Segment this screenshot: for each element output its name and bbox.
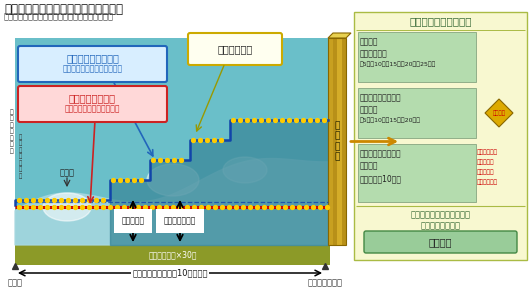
Text: 基
本
保
険
金
額
等: 基 本 保 険 金 額 等	[9, 109, 13, 154]
Bar	[337, 38, 341, 245]
Text: 保証期間: 保証期間	[360, 105, 378, 114]
Text: 運用（据置）期間〈10年以上〉: 運用（据置）期間〈10年以上〉	[132, 269, 208, 278]
Text: 年金として受取れます: 年金として受取れます	[409, 16, 472, 26]
Bar	[328, 38, 332, 245]
Bar	[341, 38, 346, 245]
Text: 一方が生存: 一方が生存	[477, 159, 494, 165]
Text: 最低死亡保証ステップアップ特約を付加した場合: 最低死亡保証ステップアップ特約を付加した場合	[4, 12, 114, 21]
Text: （5年・10年・15年・20年・25年）: （5年・10年・15年・20年・25年）	[360, 61, 436, 67]
Ellipse shape	[147, 164, 199, 196]
FancyBboxPatch shape	[188, 33, 282, 65]
Text: 二
時
払
保
険
料
等: 二 時 払 保 険 料 等	[19, 134, 22, 179]
Text: 年金支払開始日: 年金支払開始日	[307, 278, 342, 287]
Text: 年
金
原
資: 年 金 原 資	[334, 122, 340, 162]
Polygon shape	[110, 120, 328, 245]
Text: 「虹の向こう」仕組図（イメージ図）: 「虹の向こう」仕組図（イメージ図）	[4, 3, 123, 16]
Text: 一括受取: 一括受取	[429, 237, 452, 247]
Bar	[15, 245, 330, 265]
FancyBboxPatch shape	[18, 46, 167, 82]
Text: ステップアップ金額: ステップアップ金額	[66, 53, 119, 63]
Bar	[354, 12, 527, 260]
Text: 保証期間付夫婦連生: 保証期間付夫婦連生	[360, 149, 402, 158]
Text: （最低死亡保証給付金額）: （最低死亡保証給付金額）	[65, 104, 120, 113]
Bar	[328, 38, 346, 245]
Text: （最大契約応当日積立金額）: （最大契約応当日積立金額）	[63, 64, 122, 73]
Text: 夫婦いずれか: 夫婦いずれか	[477, 149, 498, 155]
Bar	[332, 38, 337, 245]
Text: されている: されている	[477, 169, 494, 175]
Text: 死亡給付金: 死亡給付金	[121, 217, 145, 226]
Bar	[358, 32, 476, 82]
Text: 保証期間付終身年金: 保証期間付終身年金	[360, 93, 402, 102]
Ellipse shape	[223, 157, 267, 183]
Text: 基本保険金額×30％: 基本保険金額×30％	[148, 251, 197, 260]
Text: 限り終身受取: 限り終身受取	[477, 179, 498, 185]
Ellipse shape	[43, 193, 91, 221]
Bar	[358, 88, 476, 138]
Text: 一括で受取れます: 一括で受取れます	[420, 222, 461, 231]
Text: 死亡給付金額: 死亡給付金額	[217, 44, 253, 54]
Polygon shape	[15, 159, 330, 245]
Text: 保証期間（10年）: 保証期間（10年）	[360, 174, 402, 183]
Text: 終身年金: 終身年金	[360, 161, 378, 170]
FancyBboxPatch shape	[364, 231, 517, 253]
Text: 年金支払期間: 年金支払期間	[360, 49, 388, 58]
Text: 契約日: 契約日	[7, 278, 22, 287]
Text: 災害死亡給付金: 災害死亡給付金	[164, 217, 196, 226]
Text: （5年・10年・15年・20年）: （5年・10年・15年・20年）	[360, 117, 421, 123]
Bar	[15, 38, 330, 245]
Text: 積立金: 積立金	[59, 168, 75, 177]
Text: 確定年金: 確定年金	[360, 37, 378, 46]
FancyBboxPatch shape	[18, 86, 167, 122]
Text: ベースアップ金額: ベースアップ金額	[69, 93, 116, 103]
Text: 年金での受取りに代えて、: 年金での受取りに代えて、	[411, 211, 471, 220]
Polygon shape	[328, 33, 351, 38]
Text: 終身受取: 終身受取	[492, 110, 506, 116]
Bar	[358, 144, 476, 202]
Polygon shape	[485, 99, 513, 127]
